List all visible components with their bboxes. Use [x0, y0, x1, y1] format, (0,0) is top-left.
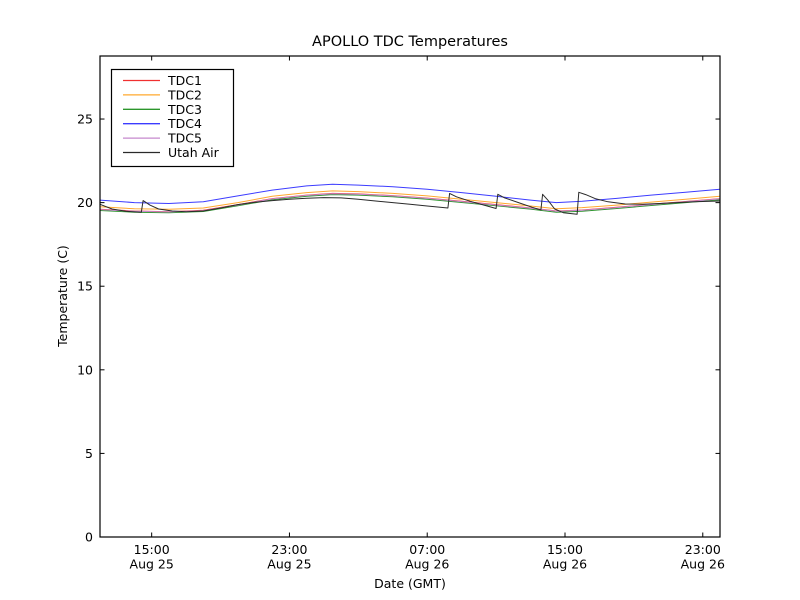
y-tick-label: 5 — [85, 446, 93, 461]
y-tick-label: 20 — [77, 195, 93, 210]
series-line-tdc3 — [99, 194, 721, 214]
legend-label: Utah Air — [168, 145, 220, 160]
x-tick-date-label: Aug 26 — [681, 557, 725, 572]
y-axis-label: Temperature (C) — [55, 245, 70, 348]
legend-label: TDC3 — [167, 102, 202, 117]
legend-entry: TDC1 — [123, 73, 202, 88]
chart-title: APOLLO TDC Temperatures — [312, 34, 508, 50]
legend-box — [110, 68, 235, 168]
x-tick-date-label: Aug 25 — [130, 557, 174, 572]
series-line-tdc4 — [99, 183, 721, 204]
x-tick-time-label: 23:00 — [271, 542, 307, 557]
y-tick-label: 0 — [85, 530, 93, 545]
legend-entry: TDC4 — [123, 116, 202, 131]
legend-label: TDC5 — [167, 131, 202, 146]
legend-label: TDC2 — [167, 87, 202, 102]
y-tick-label: 15 — [77, 279, 93, 294]
x-tick-time-label: 15:00 — [547, 542, 583, 557]
series-line-utah-air — [99, 191, 721, 215]
x-tick-time-label: 15:00 — [134, 542, 170, 557]
x-tick-date-label: Aug 26 — [543, 557, 587, 572]
x-axis-label: Date (GMT) — [374, 576, 446, 591]
y-tick-label: 10 — [77, 362, 93, 377]
y-tick-label: 25 — [77, 112, 93, 127]
series-line-tdc2 — [99, 190, 721, 210]
x-tick-time-label: 07:00 — [409, 542, 445, 557]
legend-label: TDC4 — [167, 116, 202, 131]
legend-entry: TDC2 — [123, 87, 202, 102]
x-tick-date-label: Aug 26 — [405, 557, 449, 572]
legend-entry: TDC5 — [123, 131, 202, 146]
legend-entry: TDC3 — [123, 102, 202, 117]
x-tick-time-label: 23:00 — [685, 542, 721, 557]
legend-entry: Utah Air — [123, 145, 220, 160]
x-tick-date-label: Aug 25 — [267, 557, 311, 572]
legend-label: TDC1 — [167, 73, 202, 88]
plot-frame — [99, 55, 721, 538]
